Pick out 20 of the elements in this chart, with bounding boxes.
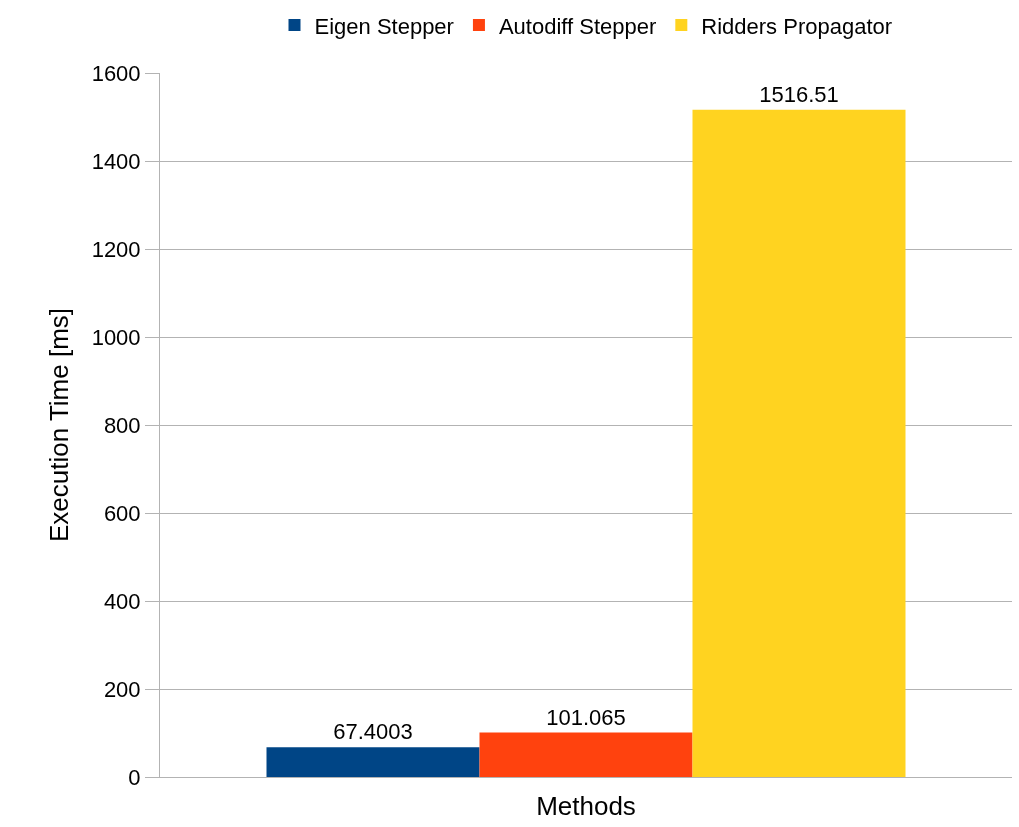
y-tick-label: 1200 (91, 236, 141, 262)
y-tick-label: 400 (103, 588, 141, 614)
legend-label: Autodiff Stepper (498, 13, 657, 39)
y-tick-label: 800 (103, 412, 141, 438)
bar (479, 732, 693, 777)
y-tick-label: 200 (103, 676, 141, 702)
y-tick-label: 1000 (91, 324, 141, 350)
x-axis-title: Methods (536, 791, 636, 822)
y-tick-label: 600 (103, 500, 141, 526)
bar (692, 109, 906, 777)
y-tick-label: 1600 (91, 60, 141, 86)
legend-label: Eigen Stepper (314, 13, 454, 39)
data-label: 1516.51 (759, 81, 839, 107)
y-axis-title: Execution Time [ms] (44, 307, 75, 543)
y-tick-label: 1400 (91, 148, 141, 174)
data-label: 101.065 (546, 704, 626, 730)
legend-label: Ridders Propagator (701, 13, 893, 39)
y-tick-label: 0 (128, 764, 141, 790)
data-label: 67.4003 (333, 719, 413, 745)
bar (266, 747, 480, 777)
